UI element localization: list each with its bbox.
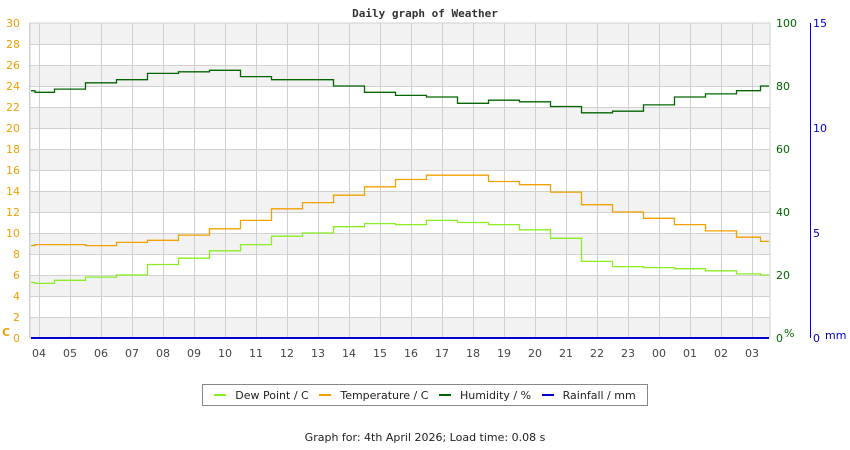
x-axis-tick: 17 bbox=[435, 347, 449, 360]
x-axis-tick: 16 bbox=[404, 347, 418, 360]
weather-chart: Daily graph of Weather 02468101214161820… bbox=[2, 7, 846, 360]
right-axis-tick: 60 bbox=[776, 143, 790, 156]
left-axis-tick: 16 bbox=[6, 164, 20, 177]
legend-item-dew-point: Dew Point / C bbox=[214, 388, 309, 402]
x-axis-tick: 19 bbox=[497, 347, 511, 360]
x-axis-tick: 21 bbox=[559, 347, 573, 360]
x-axis-tick: 15 bbox=[373, 347, 387, 360]
x-axis-tick: 12 bbox=[280, 347, 294, 360]
x-axis-tick: 11 bbox=[249, 347, 263, 360]
right-axis-tick: 40 bbox=[776, 206, 790, 219]
left-axis-tick: 24 bbox=[6, 80, 20, 93]
right-axis-humidity: 0 20 40 60 80 100% bbox=[776, 17, 797, 345]
legend-swatch-rainfall bbox=[541, 394, 554, 396]
x-axis-tick: 22 bbox=[590, 347, 604, 360]
series-dew-point-line bbox=[31, 219, 769, 285]
left-axis-tick: 26 bbox=[6, 59, 20, 72]
x-axis-tick: 07 bbox=[125, 347, 139, 360]
right-axis-tick: 0 bbox=[776, 332, 783, 345]
left-axis-tick: 6 bbox=[13, 269, 20, 282]
rainfall-axis-tick: 15 bbox=[813, 17, 827, 30]
left-axis-tick: 12 bbox=[6, 206, 20, 219]
x-axis-tick: 02 bbox=[714, 347, 728, 360]
x-axis-tick: 05 bbox=[63, 347, 77, 360]
legend-label: Humidity / % bbox=[460, 388, 532, 402]
left-axis-tick: 22 bbox=[6, 101, 20, 114]
legend-item-humidity: Humidity / % bbox=[439, 389, 531, 402]
x-axis-tick: 04 bbox=[32, 347, 46, 360]
rainfall-axis-tick: 10 bbox=[813, 122, 827, 135]
x-axis-tick: 00 bbox=[652, 347, 666, 360]
left-axis-tick: 14 bbox=[6, 185, 20, 198]
legend-swatch-humidity bbox=[439, 394, 452, 396]
left-axis-unit: C bbox=[2, 326, 10, 339]
rainfall-axis-unit: mm bbox=[825, 329, 846, 342]
series-temperature-line bbox=[31, 174, 769, 247]
x-axis-tick: 03 bbox=[745, 347, 759, 360]
x-axis-tick: 18 bbox=[466, 347, 480, 360]
rainfall-axis-tick: 0 bbox=[813, 332, 820, 345]
chart-title: Daily graph of Weather bbox=[352, 7, 498, 20]
left-axis-tick: 30 bbox=[6, 17, 20, 30]
right-axis-rainfall: 0 5 10 15 mm bbox=[810, 17, 846, 345]
x-axis-tick: 09 bbox=[187, 347, 201, 360]
x-axis-tick: 14 bbox=[342, 347, 356, 360]
data-series bbox=[31, 69, 769, 339]
right-axis-tick: 20 bbox=[776, 269, 790, 282]
x-axis-hours: 04 05 06 07 08 09 10 11 12 13 14 15 16 17 18 19 20 21 22 23… bbox=[32, 347, 759, 360]
legend-label: Temperature / C bbox=[340, 388, 429, 402]
left-axis-tick: 4 bbox=[13, 290, 20, 303]
series-humidity-line bbox=[31, 69, 769, 114]
left-axis-tick: 8 bbox=[13, 248, 20, 261]
left-axis-tick: 28 bbox=[6, 38, 20, 51]
x-axis-tick: 01 bbox=[683, 347, 697, 360]
legend-swatch-temperature bbox=[319, 394, 332, 396]
right-axis-tick: 100 bbox=[776, 17, 797, 30]
left-axis-tick: 2 bbox=[13, 311, 20, 324]
legend-item-rainfall: Rainfall / mm bbox=[541, 388, 636, 402]
x-axis-tick: 20 bbox=[528, 347, 542, 360]
x-axis-tick: 06 bbox=[94, 347, 108, 360]
x-axis-tick: 08 bbox=[156, 347, 170, 360]
legend-swatch-dew-point bbox=[214, 394, 227, 396]
rainfall-axis-tick: 5 bbox=[813, 227, 820, 240]
left-axis-tick: 0 bbox=[13, 332, 20, 345]
plot-bands bbox=[30, 23, 770, 338]
x-axis-tick: 13 bbox=[311, 347, 325, 360]
x-axis-tick: 10 bbox=[218, 347, 232, 360]
legend-item-temperature: Temperature / C bbox=[319, 389, 428, 402]
chart-legend: Dew Point / C Temperature / C Humidity /… bbox=[202, 384, 648, 406]
right-axis-tick: 80 bbox=[776, 80, 790, 93]
left-axis-tick: 10 bbox=[6, 227, 20, 240]
x-axis-tick: 23 bbox=[621, 347, 635, 360]
left-axis-tick: 18 bbox=[6, 143, 20, 156]
left-axis-tick: 20 bbox=[6, 122, 20, 135]
right-axis-unit: % bbox=[784, 327, 794, 340]
legend-label: Rainfall / mm bbox=[562, 388, 636, 402]
legend-label: Dew Point / C bbox=[235, 388, 309, 402]
graph-footer: Graph for: 4th April 2026; Load time: 0.… bbox=[304, 431, 546, 444]
